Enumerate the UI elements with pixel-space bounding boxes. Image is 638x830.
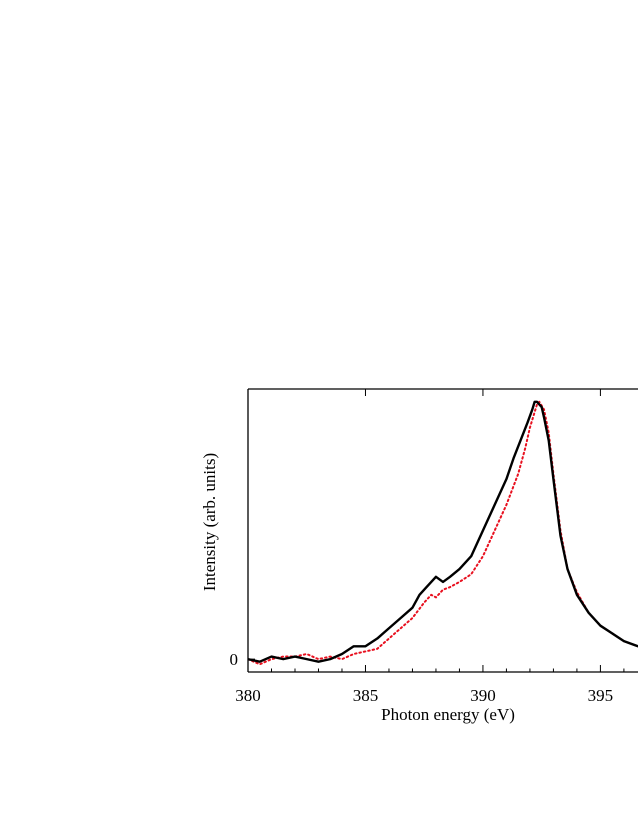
x-tick-label: 385 — [353, 686, 379, 705]
x-tick-label: 380 — [235, 686, 261, 705]
x-tick-label: 390 — [470, 686, 496, 705]
series-line-solid — [248, 402, 638, 662]
y-axis-label: Intensity (arb. units) — [200, 453, 219, 591]
x-axis-label: Photon energy (eV) — [381, 705, 515, 724]
x-tick-label: 395 — [588, 686, 614, 705]
y-tick-label: 0 — [230, 650, 239, 669]
plot-area — [248, 402, 638, 664]
series-line-dotted — [248, 402, 638, 664]
